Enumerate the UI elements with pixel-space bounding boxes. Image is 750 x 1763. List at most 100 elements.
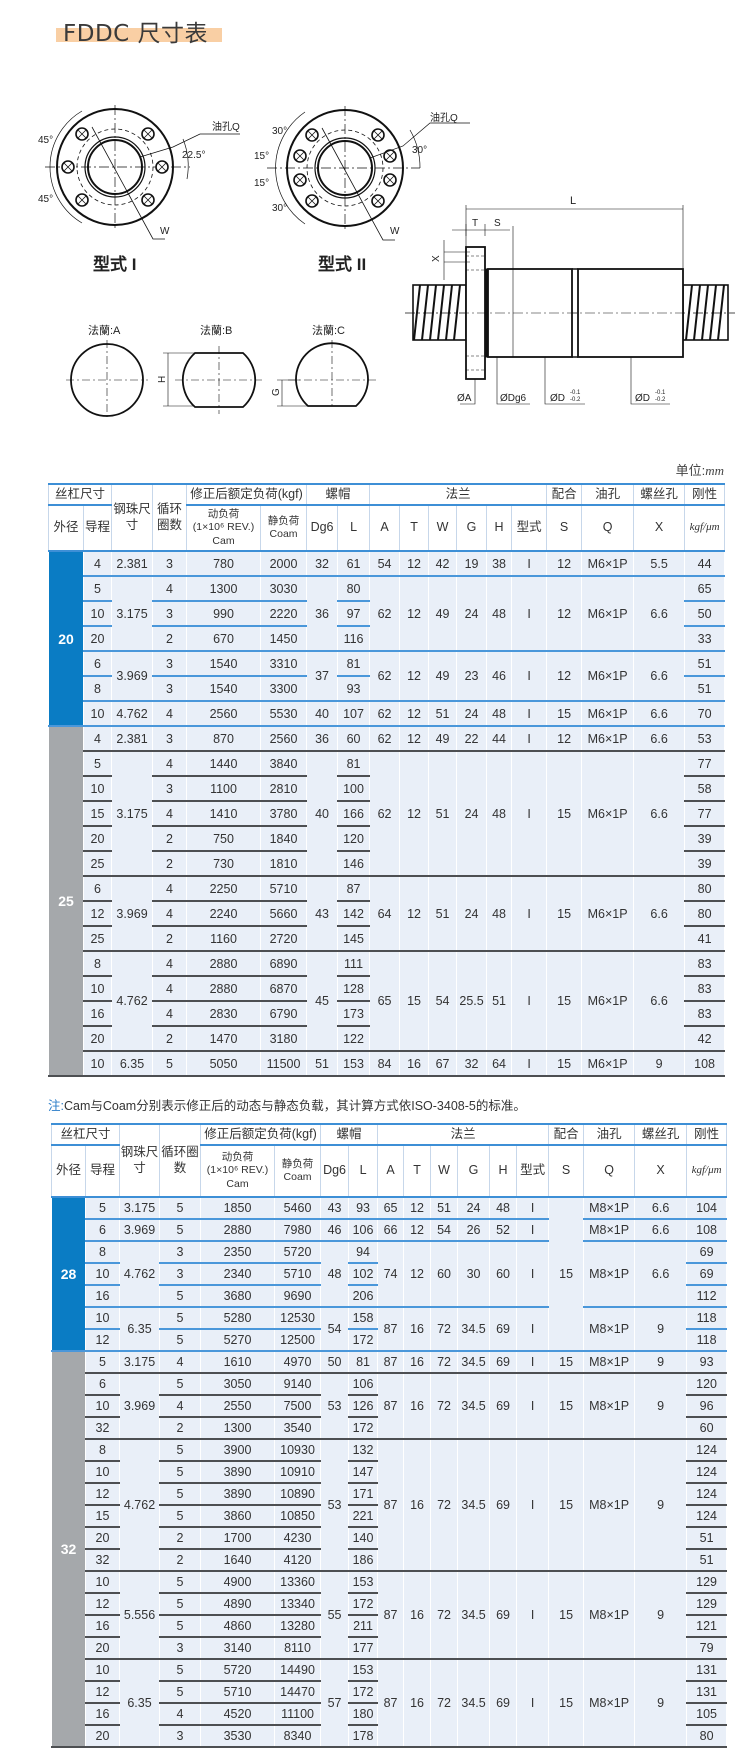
- header-oil: 油孔: [583, 1123, 636, 1146]
- cell-stiffness: 39: [684, 826, 726, 852]
- cell-static-load: 1810: [260, 851, 308, 877]
- cell-static-load: 13340: [274, 1593, 322, 1616]
- cell-flange-type: I: [516, 1351, 550, 1374]
- cell-dynamic-load: 3890: [200, 1483, 276, 1506]
- cell-bolt-hole-x: 6.6: [633, 701, 686, 727]
- cell-length-l: 153: [348, 1571, 379, 1594]
- cell-flange-type: I: [516, 1373, 550, 1440]
- cell-ball-size: 4.762: [111, 951, 154, 1052]
- d-label: ØD: [635, 393, 650, 404]
- cell-flange-w: 51: [428, 701, 458, 727]
- cell-turns: 3: [152, 776, 188, 802]
- cell-dynamic-load: 3140: [200, 1637, 276, 1660]
- header-a: A: [377, 1144, 405, 1198]
- header-coam: Coam: [269, 528, 298, 540]
- cell-length-l: 61: [337, 551, 371, 577]
- cell-flange-t: 16: [399, 1051, 430, 1077]
- table-row: 15 5 3860 10850 221 124: [52, 1505, 728, 1528]
- cell-flange-h: 64: [486, 1051, 513, 1077]
- cell-turns: 2: [152, 826, 188, 852]
- cell-turns: 4: [152, 951, 188, 977]
- cell-fit-s: 15: [548, 1659, 585, 1748]
- cell-dynamic-load: 2550: [200, 1395, 276, 1418]
- cell-flange-a: 62: [369, 751, 401, 877]
- cell-flange-a: 87: [377, 1659, 405, 1748]
- cell-static-load: 12500: [274, 1329, 322, 1352]
- cell-stiffness: 65: [684, 576, 726, 602]
- angle-label: 30°: [272, 126, 287, 137]
- cell-stiffness: 108: [686, 1219, 728, 1242]
- title-highlight: [56, 28, 222, 42]
- cell-bolt-hole-x: 6.6: [633, 726, 686, 752]
- unit-prefix: 单位:: [675, 463, 706, 478]
- cell-static-load: 11100: [274, 1703, 322, 1726]
- cell-static-load: 3030: [260, 576, 308, 602]
- cell-dynamic-load: 2340: [200, 1263, 276, 1286]
- flange-c-label: 法蘭:C: [312, 323, 345, 337]
- cell-dynamic-load: 1700: [200, 1527, 276, 1550]
- cell-turns: 5: [159, 1505, 202, 1528]
- note-label: 注:: [48, 1099, 64, 1113]
- header-od: 外径: [51, 1144, 86, 1198]
- table-row: 10 3 990 2220 97 50: [49, 601, 726, 627]
- cell-dg6: 36: [306, 726, 339, 752]
- cell-dynamic-load: 2350: [200, 1241, 276, 1264]
- cell-oil-hole-q: M6×1P: [581, 951, 635, 1052]
- cell-length-l: 142: [337, 901, 371, 927]
- table-row: 10 6.35 5 5720 14490 57 153 87 16 72 34.5 69 I 15 M8×1…: [52, 1659, 728, 1748]
- cell-dynamic-load: 730: [186, 851, 262, 877]
- header-dg6: Dg6: [320, 1144, 350, 1198]
- table-row: 8 4.762 4 2880 6890 45 111 65 15 54 25.5 51 I 15 M6×1P…: [49, 951, 726, 1052]
- cell-dynamic-load: 4520: [200, 1703, 276, 1726]
- cell-static-load: 6890: [260, 951, 308, 977]
- cell-lead: 8: [84, 1439, 121, 1462]
- table-row: 6 3.969 5 2880 7980 46 106 66 12 54 26 52 I M8×1P 6.6 1…: [52, 1219, 728, 1242]
- cell-dynamic-load: 3530: [200, 1725, 276, 1748]
- cell-static-load: 4120: [274, 1549, 322, 1572]
- table-row: 12 5 3890 10890 171 124: [52, 1483, 728, 1506]
- l-label: L: [570, 195, 576, 207]
- cell-bolt-hole-x: 6.6: [633, 576, 686, 652]
- cell-oil-hole-q: M8×1P: [583, 1241, 636, 1308]
- header-dyn: 动负荷 (1×10⁶ REV.) Cam: [200, 1144, 276, 1198]
- cell-lead: 15: [84, 1505, 121, 1528]
- header-cam: Cam: [212, 534, 235, 547]
- header-bolt: 螺丝孔: [634, 1123, 688, 1146]
- cell-static-load: 13280: [274, 1615, 322, 1638]
- cell-turns: 4: [159, 1395, 202, 1418]
- cell-lead: 5: [84, 1351, 121, 1374]
- cell-static-load: 6870: [260, 976, 308, 1002]
- cell-flange-g: 24: [456, 751, 488, 877]
- cell-flange-type: I: [511, 751, 548, 877]
- cell-static-load: 6790: [260, 1001, 308, 1027]
- cell-stiffness: 69: [686, 1241, 728, 1264]
- cell-flange-type: I: [511, 576, 548, 652]
- header-stiff: 刚性: [684, 483, 726, 506]
- header-q: Q: [581, 504, 635, 552]
- cell-flange-t: 16: [403, 1659, 432, 1748]
- cell-length-l: 206: [348, 1285, 379, 1308]
- cell-turns: 3: [159, 1263, 202, 1286]
- cell-flange-g: 19: [456, 551, 488, 577]
- cell-dg6: 40: [306, 751, 339, 877]
- cell-flange-h: 69: [489, 1659, 518, 1748]
- cell-flange-g: 24: [456, 701, 488, 727]
- header-flange: 法兰: [377, 1123, 550, 1146]
- cell-length-l: 140: [348, 1527, 379, 1550]
- spec-table-2: 丝杠尺寸 钢珠尺寸 循环圈数 修正后额定负荷(kgf) 螺帽 法兰 配合 油孔 …: [50, 1123, 728, 1748]
- cell-flange-g: 34.5: [457, 1659, 491, 1748]
- cell-dynamic-load: 1100: [186, 776, 262, 802]
- cell-ball-size: 6.35: [119, 1307, 161, 1352]
- cell-flange-t: 16: [403, 1307, 432, 1352]
- unit-label: 单位:mm: [676, 460, 724, 479]
- cell-flange-a: 54: [369, 551, 401, 577]
- cell-ball-size: 4.762: [119, 1439, 161, 1572]
- cell-flange-h: 44: [486, 726, 513, 752]
- cell-flange-type: I: [516, 1307, 550, 1352]
- d-tol-lower: -0.2: [655, 397, 666, 403]
- cell-stiffness: 41: [684, 926, 726, 952]
- cell-length-l: 122: [337, 1026, 371, 1052]
- cell-length-l: 116: [337, 626, 371, 652]
- cell-lead: 5: [82, 751, 113, 777]
- cell-ball-size: 6.35: [111, 1051, 154, 1077]
